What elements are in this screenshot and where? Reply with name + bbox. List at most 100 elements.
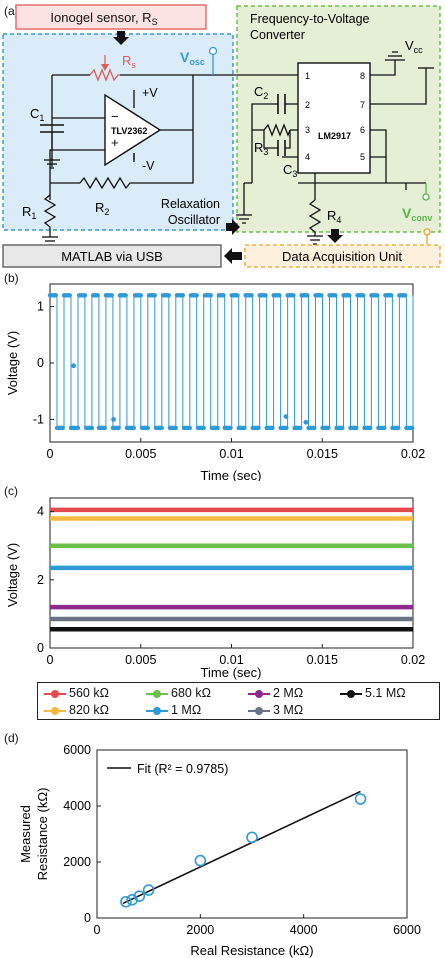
svg-text:+: + (111, 135, 119, 150)
chart-c-xtick-label: 0.015 (307, 653, 338, 667)
converter-title-line1: Frequency-to-Voltage (250, 12, 370, 26)
vcc-label: Vcc (405, 38, 423, 55)
chart-d-data-point (120, 895, 132, 908)
svg-text:3: 3 (305, 125, 310, 135)
chart-b-ytick-label: 0 (37, 356, 44, 370)
chart-b-data-point (67, 293, 72, 298)
chart-b-xtick-label: 0.015 (307, 447, 338, 461)
daq-label: Data Acquisition Unit (282, 249, 402, 264)
r1-resistor (43, 194, 57, 232)
chart-c-xtick-label: 0.005 (125, 653, 156, 667)
chart-b-ytick-label: 1 (37, 300, 44, 314)
chart-c-xtick-label: 0.02 (401, 653, 425, 667)
chart-b-data-point (368, 425, 373, 431)
chart-b-data-point (235, 293, 240, 298)
chart-b-xtick-label: 0 (47, 447, 54, 461)
minus-v-label: -V (142, 159, 155, 173)
chart-b-data-point (152, 293, 158, 298)
svg-text:7: 7 (360, 100, 365, 110)
chart-b-data-point (194, 293, 199, 298)
legend-item: 5.1 MΩ (340, 686, 406, 700)
chart-b-data-point (102, 425, 107, 431)
chart-d-ytick-label: 6000 (63, 743, 91, 757)
chart-d-data-point (246, 831, 258, 844)
chart-b-xtick-label: 0.02 (401, 447, 425, 461)
chart-b-data-point (382, 425, 387, 431)
r4-resistor (308, 199, 322, 236)
chart-b-data-point (89, 425, 95, 431)
matlab-box (2, 244, 222, 268)
c2-label: C2 (254, 84, 268, 101)
chart-b-data-point (109, 293, 114, 298)
chart-b-data-point (361, 293, 366, 298)
plus-v-label: +V (142, 86, 158, 100)
chart-d-ylabel-line2: Resistance (kΩ) (35, 788, 50, 881)
c3-label: C3 (283, 162, 297, 179)
left-arrow-icon (224, 248, 242, 264)
svg-text:8: 8 (360, 71, 365, 81)
lm2917-ic (297, 62, 371, 174)
chart-b-data-point (138, 293, 144, 298)
chart-b-data-point (277, 293, 282, 298)
chart-c-legend: 560 kΩ 680 kΩ 2 MΩ 5.1 MΩ 820 kΩ 1 MΩ 3 … (37, 682, 440, 720)
chart-b-data-point (145, 425, 151, 431)
chart-b-data-point (298, 425, 303, 431)
chart-b-oscillator-voltage: 0 0.005 0.01 0.015 0.02 -1 0 1 Time (sec) Volt… (5, 283, 425, 481)
chart-c-xtick-label: 0.01 (219, 653, 243, 667)
chart-b-xlabel: Time (sec) (201, 468, 262, 481)
chart-b-data-point (53, 293, 59, 298)
chart-b-data-point (249, 293, 254, 298)
chart-b-data-point (166, 293, 171, 298)
chart-b-data-point (375, 293, 380, 298)
matlab-label: MATLAB via USB (61, 249, 163, 264)
chart-b-data-point (284, 425, 289, 431)
chart-b-data-point (228, 425, 233, 431)
circuit-diagram: Ionogel sensor, RS Frequency-to-Voltage … (2, 4, 441, 268)
panel-label-c: (c) (4, 484, 18, 498)
chart-c-ytick-label: 4 (37, 505, 44, 519)
chart-b-data-point (312, 425, 317, 431)
chart-d-ytick-label: 4000 (63, 799, 91, 813)
legend-item: 3 MΩ (248, 703, 303, 717)
chart-d-ytick-label: 2000 (63, 855, 91, 869)
chart-b-data-point (409, 425, 415, 431)
chart-d-resistance-scatter: 0 2000 4000 6000 0 2000 4000 6000 Fit (R² = 0.… (18, 743, 421, 958)
daq-box (244, 244, 441, 268)
chart-b-data-point (319, 293, 324, 298)
chart-b-data-point (159, 425, 165, 431)
legend-item: 680 kΩ (146, 686, 211, 700)
chart-b-xtick-label: 0.005 (125, 447, 156, 461)
chart-d-legend: Fit (R² = 0.9785) (137, 762, 228, 776)
chart-b-outlier-point (283, 414, 289, 420)
chart-b-data-point (131, 425, 137, 431)
converter-title-line2: Converter (250, 28, 305, 42)
chart-d-fit-line (122, 790, 361, 905)
svg-text:5: 5 (360, 152, 365, 162)
chart-d-data-point (194, 854, 207, 867)
panel-label-d: (d) (4, 731, 19, 745)
chart-c-ytick-label: 2 (37, 573, 44, 587)
chart-c-ytick-label: 0 (37, 641, 44, 655)
chart-b-data-point (305, 293, 310, 298)
r2-resistor (79, 176, 155, 190)
chart-b-data-point (270, 425, 275, 431)
chart-b-data-point (403, 293, 408, 298)
r2-label: R2 (95, 200, 109, 217)
chart-b-xtick-label: 0.01 (219, 447, 243, 461)
chart-b-data-point (60, 425, 66, 431)
chart-d-ylabel-line1: Measured (18, 805, 33, 863)
svg-text:6: 6 (360, 125, 365, 135)
ground-icon (44, 150, 60, 169)
rs-label: Rs (122, 53, 136, 70)
chart-b-data-point (173, 425, 178, 431)
chart-b-data-point (291, 293, 296, 298)
svg-text:4: 4 (305, 152, 310, 162)
chart-b-data-point (116, 425, 121, 431)
ic-label: LM2917 (318, 131, 351, 141)
ionogel-sensor-box (15, 4, 207, 30)
opamp-triangle (104, 93, 162, 167)
chart-b-data-point (242, 425, 247, 431)
ground-icon (42, 232, 58, 246)
ionogel-sensor-label: Ionogel sensor, RS (50, 10, 157, 27)
relax-label-line2: Oscillator (168, 213, 220, 227)
